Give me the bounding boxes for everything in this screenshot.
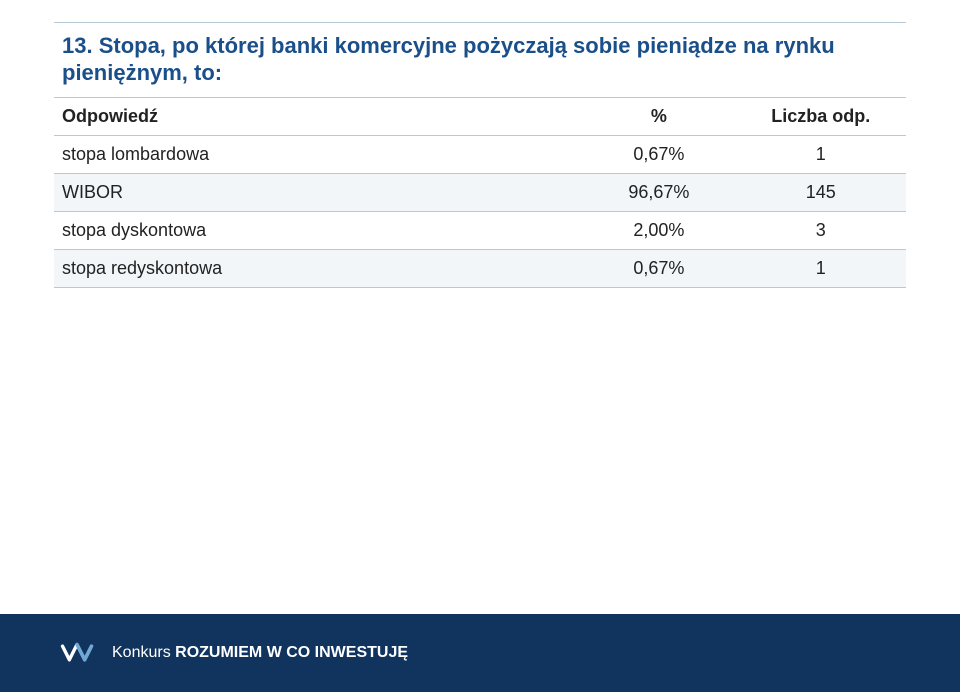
cell-percent: 96,67%	[582, 173, 735, 211]
cell-count: 1	[736, 249, 906, 287]
page: 13. Stopa, po której banki komercyjne po…	[0, 0, 960, 692]
table-body: stopa lombardowa0,67%1WIBOR96,67%145stop…	[54, 135, 906, 287]
footer-text: Konkurs ROZUMIEM W CO INWESTUJĘ	[112, 644, 408, 662]
cell-answer: stopa lombardowa	[54, 135, 582, 173]
header-count: Liczba odp.	[736, 97, 906, 135]
cell-percent: 0,67%	[582, 249, 735, 287]
content-area: 13. Stopa, po której banki komercyjne po…	[0, 0, 960, 288]
table-row: stopa dyskontowa2,00%3	[54, 211, 906, 249]
footer-bar: Konkurs ROZUMIEM W CO INWESTUJĘ	[0, 614, 960, 692]
cell-answer: WIBOR	[54, 173, 582, 211]
footer-logo-icon	[60, 636, 94, 670]
question-table: 13. Stopa, po której banki komercyjne po…	[54, 22, 906, 288]
table-row: stopa lombardowa0,67%1	[54, 135, 906, 173]
question-title-cell: 13. Stopa, po której banki komercyjne po…	[54, 23, 906, 98]
header-percent: %	[582, 97, 735, 135]
table-row: WIBOR96,67%145	[54, 173, 906, 211]
header-answer: Odpowiedź	[54, 97, 582, 135]
question-title: 13. Stopa, po której banki komercyjne po…	[62, 33, 898, 87]
table-row: stopa redyskontowa0,67%1	[54, 249, 906, 287]
cell-count: 3	[736, 211, 906, 249]
cell-count: 145	[736, 173, 906, 211]
footer-text-thin: Konkurs	[112, 644, 175, 661]
cell-percent: 0,67%	[582, 135, 735, 173]
cell-answer: stopa redyskontowa	[54, 249, 582, 287]
footer-text-bold: ROZUMIEM W CO INWESTUJĘ	[175, 644, 408, 661]
question-title-row: 13. Stopa, po której banki komercyjne po…	[54, 23, 906, 98]
cell-count: 1	[736, 135, 906, 173]
table-header-row: Odpowiedź % Liczba odp.	[54, 97, 906, 135]
cell-percent: 2,00%	[582, 211, 735, 249]
cell-answer: stopa dyskontowa	[54, 211, 582, 249]
